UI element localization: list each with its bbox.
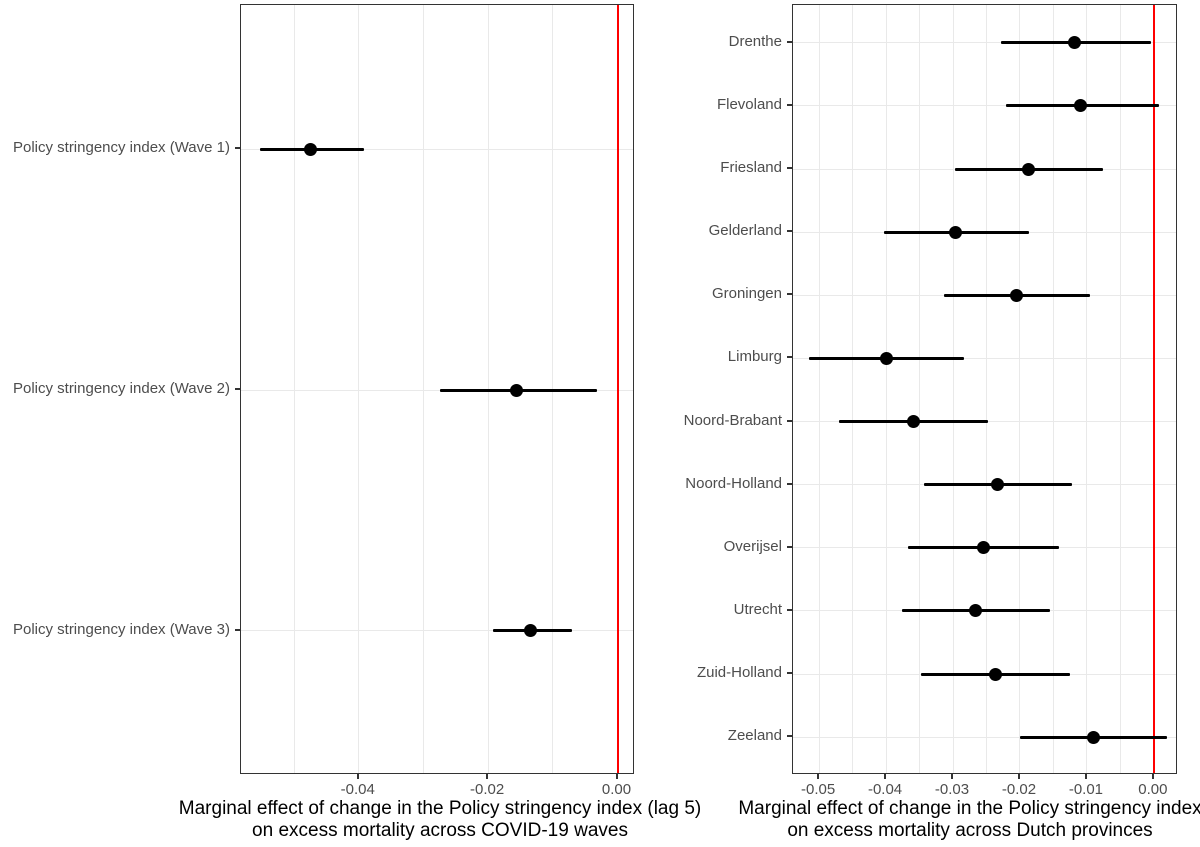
major-gridline bbox=[358, 5, 360, 773]
y-axis-category-label: Groningen bbox=[711, 285, 782, 303]
y-axis-category-label: Friesland bbox=[720, 159, 782, 177]
minor-gridline bbox=[1119, 5, 1121, 773]
minor-gridline bbox=[293, 5, 295, 773]
y-axis-category-label: Policy stringency index (Wave 2) bbox=[12, 380, 230, 397]
minor-gridline bbox=[422, 5, 424, 773]
row-gridline bbox=[793, 42, 1176, 44]
row-gridline bbox=[241, 630, 633, 632]
y-axis-category-label: Gelderland bbox=[708, 222, 782, 240]
right-x-axis-title-line2: on excess mortality across Dutch provinc… bbox=[787, 820, 1153, 841]
y-axis-tick bbox=[787, 482, 792, 485]
x-axis-tick-label: -0.02 bbox=[470, 781, 505, 798]
point-estimate bbox=[524, 624, 538, 638]
major-gridline bbox=[1086, 5, 1088, 773]
x-axis-tick-label: -0.04 bbox=[867, 781, 903, 798]
y-axis-tick bbox=[787, 167, 792, 170]
x-axis-tick-label: -0.04 bbox=[340, 781, 375, 798]
y-axis-category-label: Policy stringency index (Wave 1) bbox=[12, 139, 230, 157]
y-axis-tick bbox=[787, 230, 792, 233]
y-axis-category-label: Zuid-Holland bbox=[696, 664, 782, 682]
x-axis-tick bbox=[951, 774, 954, 779]
left-x-axis-title-line2: on excess mortality across COVID-19 wave… bbox=[252, 820, 628, 841]
y-axis-category-label: Policy stringency index (Wave 3) bbox=[12, 620, 230, 638]
point-estimate bbox=[880, 351, 894, 365]
y-axis-tick bbox=[235, 628, 240, 631]
point-estimate bbox=[1021, 162, 1035, 176]
major-gridline bbox=[818, 5, 820, 773]
row-gridline bbox=[241, 148, 633, 150]
major-gridline bbox=[952, 5, 954, 773]
x-axis-tick bbox=[486, 774, 489, 779]
y-axis-tick bbox=[235, 147, 240, 150]
major-gridline bbox=[1019, 5, 1021, 773]
x-axis-tick-label: -0.05 bbox=[801, 781, 836, 798]
right-plot-panel bbox=[792, 4, 1177, 774]
point-estimate bbox=[510, 383, 524, 397]
y-axis-tick bbox=[787, 356, 792, 359]
x-axis-tick bbox=[817, 774, 820, 779]
point-estimate bbox=[988, 667, 1002, 681]
y-axis-tick bbox=[787, 419, 792, 422]
point-estimate bbox=[949, 225, 963, 239]
right-x-axis-title-line1: Marginal effect of change in the Policy … bbox=[738, 798, 1200, 819]
right-x-axis-title: Marginal effect of change in the Policy … bbox=[620, 798, 1200, 842]
x-axis-tick-label: -0.03 bbox=[934, 781, 970, 798]
minor-gridline bbox=[919, 5, 921, 773]
left-plot-panel bbox=[240, 4, 634, 774]
x-axis-tick bbox=[615, 774, 618, 779]
point-estimate bbox=[907, 415, 921, 429]
y-axis-tick bbox=[787, 103, 792, 106]
y-axis-tick bbox=[787, 545, 792, 548]
point-estimate bbox=[977, 541, 991, 555]
y-axis-tick bbox=[235, 388, 240, 390]
y-axis-category-label: Zeeland bbox=[727, 727, 782, 745]
x-axis-tick bbox=[1084, 774, 1087, 779]
row-gridline bbox=[241, 389, 633, 391]
y-axis-category-label: Drenthe bbox=[728, 32, 782, 50]
row-gridline bbox=[793, 357, 1176, 359]
point-estimate bbox=[304, 142, 318, 156]
minor-gridline bbox=[852, 5, 854, 773]
point-estimate bbox=[1074, 99, 1088, 113]
major-gridline bbox=[885, 5, 887, 773]
zero-reference-line bbox=[1152, 5, 1155, 773]
x-axis-tick-label: 0.00 bbox=[601, 781, 632, 798]
point-estimate bbox=[968, 604, 982, 618]
row-gridline bbox=[793, 736, 1176, 738]
row-gridline bbox=[793, 105, 1176, 107]
y-axis-tick bbox=[787, 672, 792, 675]
y-axis-category-label: Flevoland bbox=[716, 95, 782, 113]
x-axis-tick bbox=[1151, 774, 1154, 779]
point-estimate bbox=[1087, 730, 1101, 744]
x-axis-tick-label: 0.00 bbox=[1138, 781, 1168, 798]
y-axis-tick bbox=[787, 608, 792, 611]
y-axis-category-label: Utrecht bbox=[733, 600, 782, 618]
y-axis-category-label: Overijsel bbox=[723, 537, 782, 555]
y-axis-category-label: Limburg bbox=[727, 348, 782, 366]
left-x-axis-title: Marginal effect of change in the Policy … bbox=[90, 798, 790, 842]
x-axis-tick bbox=[356, 774, 359, 779]
left-x-axis-title-line1: Marginal effect of change in the Policy … bbox=[178, 798, 702, 819]
x-axis-tick bbox=[884, 774, 887, 779]
x-axis-tick-label: -0.02 bbox=[1001, 781, 1037, 798]
y-axis-category-label: Noord-Holland bbox=[685, 474, 782, 492]
x-axis-tick-label: -0.01 bbox=[1068, 781, 1104, 798]
x-axis-tick bbox=[1017, 774, 1020, 779]
minor-gridline bbox=[1052, 5, 1054, 773]
point-estimate bbox=[991, 478, 1005, 492]
zero-reference-line bbox=[616, 5, 619, 773]
point-estimate bbox=[1010, 288, 1024, 302]
point-estimate bbox=[1068, 36, 1082, 50]
y-axis-category-label: Noord-Brabant bbox=[683, 411, 782, 429]
minor-gridline bbox=[986, 5, 987, 773]
y-axis-tick bbox=[787, 735, 792, 738]
y-axis-tick bbox=[787, 40, 792, 43]
y-axis-tick bbox=[787, 293, 792, 296]
